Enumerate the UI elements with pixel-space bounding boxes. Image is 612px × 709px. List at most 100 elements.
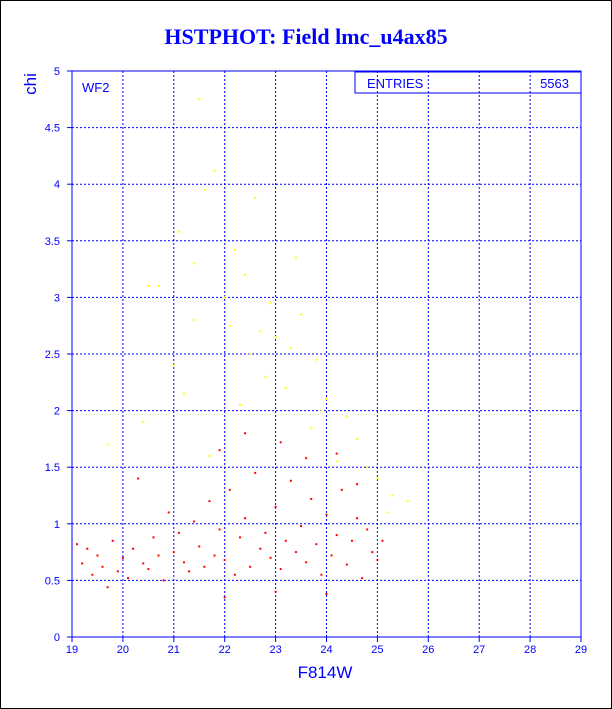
chart-title: HSTPHOT: Field lmc_u4ax85 — [164, 24, 448, 49]
data-point-red — [86, 547, 89, 550]
data-point-yellow — [300, 313, 303, 316]
data-point-yellow — [106, 443, 109, 446]
data-point-yellow — [254, 196, 257, 199]
data-point-red — [249, 565, 252, 568]
data-point-red — [274, 505, 277, 508]
data-point-yellow — [294, 256, 297, 259]
data-point-red — [233, 573, 236, 576]
data-point-red — [101, 565, 104, 568]
data-point-yellow — [406, 500, 409, 503]
data-point-yellow — [386, 511, 389, 514]
y-tick-label: 0 — [54, 632, 60, 644]
data-point-red — [289, 479, 292, 482]
data-point-yellow — [198, 98, 201, 101]
data-point-red — [193, 520, 196, 523]
data-point-red — [244, 432, 247, 435]
data-point-red — [111, 539, 114, 542]
y-tick-label: 5 — [54, 66, 60, 78]
data-point-red — [223, 596, 226, 599]
data-point-red — [132, 547, 135, 550]
data-point-yellow — [366, 466, 369, 469]
x-tick-label: 23 — [269, 644, 281, 656]
y-ticks: 0 0.5 1 1.5 2 2.5 3 3.5 4 4.5 5 — [45, 66, 72, 644]
data-point-red — [223, 559, 226, 562]
data-point-red — [320, 573, 323, 576]
data-point-yellow — [223, 296, 226, 299]
x-tick-label: 22 — [219, 644, 231, 656]
data-point-red — [310, 497, 313, 500]
data-point-red — [213, 554, 216, 557]
data-point-yellow — [249, 353, 252, 355]
y-tick-label: 0.5 — [45, 575, 60, 587]
data-point-red — [315, 543, 318, 546]
data-point-red — [208, 500, 211, 503]
data-point-red — [126, 577, 129, 580]
data-point-red — [137, 477, 140, 480]
data-point-yellow — [315, 358, 318, 361]
data-point-red — [361, 577, 364, 580]
x-tick-label: 26 — [422, 644, 434, 656]
data-point-yellow — [244, 273, 247, 276]
data-point-yellow — [356, 437, 359, 440]
data-point-yellow — [233, 248, 236, 251]
series-yellow-points — [106, 98, 409, 514]
data-point-red — [325, 513, 328, 516]
y-tick-label: 4 — [54, 179, 60, 191]
data-point-red — [157, 554, 160, 557]
data-point-red — [81, 562, 84, 565]
x-tick-label: 27 — [473, 644, 485, 656]
x-tick-label: 20 — [117, 644, 129, 656]
data-point-yellow — [157, 285, 160, 288]
panel-label: WF2 — [82, 80, 109, 95]
data-point-red — [264, 531, 267, 534]
data-point-red — [188, 570, 191, 573]
data-point-yellow — [238, 403, 241, 406]
y-axis-label: chi — [21, 73, 40, 95]
data-point-red — [371, 551, 374, 554]
data-point-red — [340, 488, 343, 491]
data-point-red — [106, 586, 109, 589]
data-point-yellow — [193, 319, 196, 322]
data-point-red — [274, 590, 277, 593]
data-point-red — [305, 561, 308, 564]
data-point-yellow — [284, 386, 287, 389]
data-point-red — [335, 534, 338, 537]
data-point-red — [167, 511, 170, 514]
data-point-red — [300, 525, 303, 528]
data-point-yellow — [376, 477, 379, 480]
data-point-yellow — [172, 364, 175, 367]
data-point-yellow — [147, 285, 150, 288]
data-point-yellow — [193, 262, 196, 265]
data-point-red — [269, 556, 272, 559]
data-point-yellow — [274, 336, 277, 339]
data-point-yellow — [264, 375, 267, 378]
data-point-yellow — [310, 426, 313, 429]
data-point-yellow — [259, 330, 262, 333]
x-tick-label: 29 — [575, 644, 587, 656]
data-point-red — [238, 536, 241, 539]
data-point-yellow — [203, 188, 206, 191]
data-point-red — [294, 551, 297, 554]
data-point-red — [228, 488, 231, 491]
x-tick-label: 28 — [524, 644, 536, 656]
data-point-yellow — [182, 392, 185, 395]
data-point-red — [218, 449, 221, 452]
data-point-red — [345, 563, 348, 566]
data-point-red — [244, 517, 247, 520]
data-point-yellow — [142, 420, 145, 423]
data-point-red — [177, 531, 180, 534]
y-tick-label: 3 — [54, 292, 60, 304]
stats-entries-label: ENTRIES — [367, 76, 424, 91]
y-tick-label: 4.5 — [45, 123, 60, 135]
data-point-red — [76, 543, 79, 546]
data-point-red — [162, 579, 165, 582]
x-axis-label: F814W — [298, 663, 353, 682]
x-tick-label: 24 — [320, 644, 332, 656]
data-point-red — [152, 536, 155, 539]
grid — [71, 70, 582, 638]
data-point-red — [121, 556, 124, 559]
y-tick-label: 2.5 — [45, 349, 60, 361]
data-point-red — [325, 592, 328, 595]
x-ticks: 19 20 21 22 23 24 25 26 27 28 29 — [66, 637, 587, 656]
stats-box: ENTRIES 5563 — [354, 71, 582, 94]
